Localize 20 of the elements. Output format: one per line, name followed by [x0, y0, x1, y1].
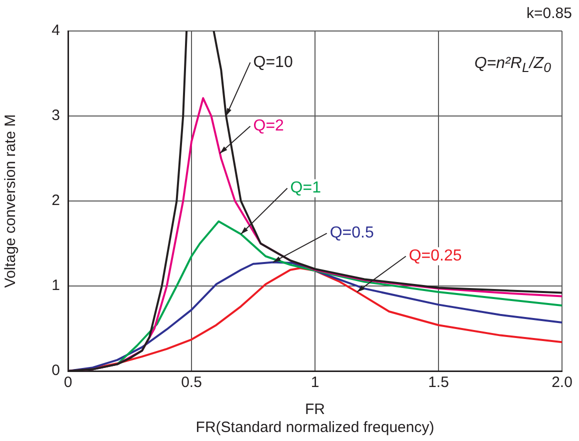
text: k=0.85 — [526, 5, 572, 22]
x-tick-label: 0.5 — [181, 374, 202, 392]
text: Q=2 — [253, 118, 284, 135]
text: Q=1 — [290, 180, 322, 197]
x-axis-title: FR — [305, 401, 326, 418]
text: Q=0.5 — [330, 224, 374, 242]
x-tick-label: 1 — [310, 374, 320, 392]
annotation: Q=n²R$_{L}$/Z$_{0}$ — [474, 55, 551, 76]
y-tick-label: 4 — [52, 22, 60, 40]
series-label: Q=10 — [253, 54, 293, 71]
y-tick-label: 3 — [52, 107, 60, 124]
y-tick-label: 0 — [52, 362, 60, 380]
y-axis-title: Voltage conversion rate M — [2, 114, 20, 288]
x-tick-label: 1.5 — [428, 374, 449, 392]
text: FR(Standard normalized frequency) — [196, 419, 434, 436]
text: Q=0.25 — [408, 248, 462, 265]
y-tick-label: 2 — [52, 192, 60, 210]
x-tick-label: 2.0 — [552, 374, 572, 392]
x-tick-label: 0 — [64, 374, 72, 392]
y-tick-label: 1 — [52, 277, 60, 294]
